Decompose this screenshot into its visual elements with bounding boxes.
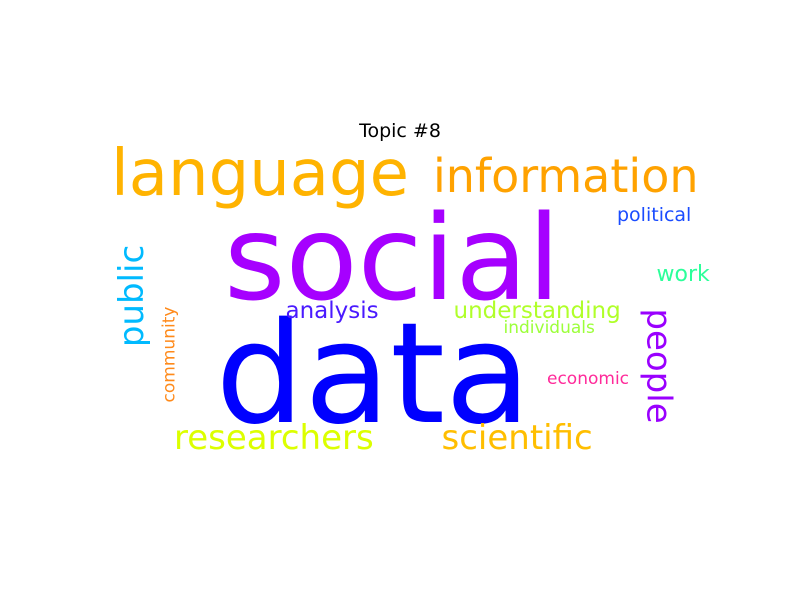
word-economic: economic — [547, 368, 630, 389]
word-political: political — [617, 203, 692, 226]
word-public: public — [112, 244, 153, 348]
word-understanding: understanding — [453, 297, 621, 324]
word-work: work — [656, 262, 710, 287]
word-language: language — [111, 137, 409, 211]
word-data: data — [215, 293, 531, 456]
word-analysis: analysis — [285, 297, 379, 324]
word-community: community — [159, 306, 180, 402]
word-scientific: scientific — [441, 418, 593, 458]
chart-title: Topic #8 — [359, 120, 441, 142]
word-information: information — [433, 149, 699, 203]
word-people: people — [638, 308, 679, 424]
word-individuals: individuals — [503, 317, 595, 338]
word-social: social — [224, 189, 561, 327]
word-researchers: researchers — [174, 418, 374, 458]
